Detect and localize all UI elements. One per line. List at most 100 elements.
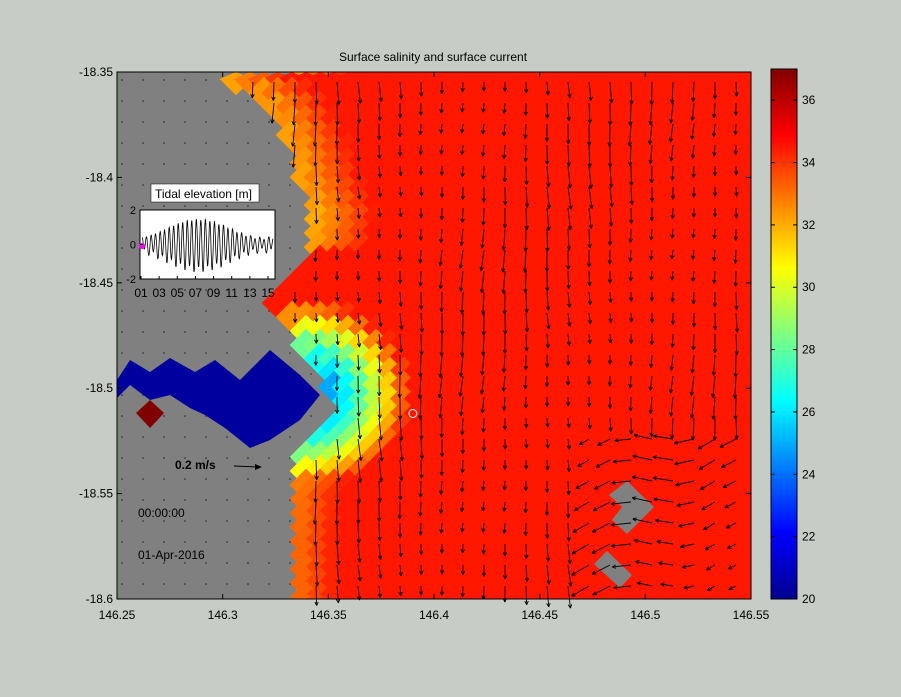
current-vector <box>692 333 695 351</box>
land-dot <box>121 184 123 186</box>
current-vector-head <box>568 537 571 542</box>
land-dot <box>142 205 144 207</box>
current-vector-head <box>271 96 274 101</box>
current-vector <box>650 270 653 281</box>
colorbar-tick-label: 22 <box>802 530 816 544</box>
current-vector-head <box>460 129 463 134</box>
current-vector-head <box>650 409 654 414</box>
current-vector <box>735 81 738 97</box>
current-vector-head <box>380 436 384 441</box>
current-vector-head <box>674 461 679 465</box>
land-dot <box>226 436 228 438</box>
current-vector-head <box>481 447 485 452</box>
current-vector-head <box>669 412 672 417</box>
current-vector-head <box>611 545 616 548</box>
current-vector-head <box>502 178 506 183</box>
current-vector-head <box>546 580 550 585</box>
current-vector-head <box>588 402 592 407</box>
current-vector-head <box>525 157 528 162</box>
land-dot <box>163 100 165 102</box>
current-vector-head <box>461 108 465 113</box>
land-dot <box>142 562 144 564</box>
current-vector-head <box>548 306 551 311</box>
current-vector-head <box>649 297 653 302</box>
current-vector <box>692 165 695 178</box>
current-vector-head <box>670 320 674 325</box>
current-vector <box>704 543 716 551</box>
current-vector-head <box>461 352 465 357</box>
current-vector-head <box>400 591 403 596</box>
current-vector-head <box>357 138 361 143</box>
current-vector-head <box>483 198 486 203</box>
current-vector-head <box>439 373 443 378</box>
land-dot <box>247 520 249 522</box>
current-vector-head <box>523 365 527 371</box>
current-vector <box>546 585 550 607</box>
current-vector-head <box>713 114 717 119</box>
current-vector-head <box>334 256 338 261</box>
current-vector-head <box>316 100 319 105</box>
current-vector <box>314 123 317 147</box>
current-vector <box>610 522 632 526</box>
current-vector-head <box>712 234 715 239</box>
current-vector-head <box>379 593 382 598</box>
current-vector-head <box>314 201 318 205</box>
current-vector-head <box>547 423 550 428</box>
current-vector-head <box>377 213 381 218</box>
current-vector-head <box>524 347 528 352</box>
current-vector <box>609 291 612 303</box>
current-vector-head <box>736 351 739 356</box>
current-vector <box>440 501 443 514</box>
current-vector-head <box>675 484 680 487</box>
land-dot <box>226 541 228 543</box>
land-dot <box>205 205 207 207</box>
current-vector <box>735 417 738 440</box>
current-vector-head <box>649 216 653 221</box>
current-vector-head <box>358 539 361 544</box>
current-vector-head <box>671 234 675 239</box>
current-vector-head <box>587 320 591 325</box>
current-vector <box>658 562 674 566</box>
land-dot <box>205 331 207 333</box>
current-vector-head <box>336 386 340 391</box>
land-dot <box>121 415 123 417</box>
current-vector-head <box>714 213 718 218</box>
current-vector-head <box>441 216 444 221</box>
land-dot <box>289 436 291 438</box>
current-vector-head <box>707 586 711 591</box>
current-vector <box>314 501 317 525</box>
current-vector-head <box>712 348 716 353</box>
current-vector-head <box>609 382 613 387</box>
current-vector <box>461 480 464 493</box>
current-vector <box>357 333 360 348</box>
land-dot <box>121 289 123 291</box>
current-vector <box>632 455 653 461</box>
current-vector-head <box>356 539 360 544</box>
land-dot <box>268 541 270 543</box>
land-dot <box>268 205 270 207</box>
current-vector <box>482 585 485 600</box>
current-vector <box>676 501 695 507</box>
current-vector-head <box>338 197 341 202</box>
current-vector-head <box>314 601 318 606</box>
current-vector-head <box>380 322 383 327</box>
current-vector-head <box>609 121 613 126</box>
current-vector <box>591 564 611 575</box>
current-vector-head <box>713 279 717 284</box>
current-vector-head <box>589 339 592 344</box>
current-vector-head <box>460 108 463 113</box>
current-vector <box>315 312 318 323</box>
current-vector-head <box>418 236 422 241</box>
current-vector <box>567 333 570 346</box>
current-vector-head <box>290 142 294 147</box>
current-vector-head <box>649 160 653 165</box>
current-vector-head <box>377 234 380 239</box>
current-vector-head <box>459 241 462 246</box>
current-vector-head <box>714 348 718 353</box>
current-vector-head <box>397 257 401 262</box>
current-vector-head <box>503 246 506 251</box>
current-vector <box>609 333 612 344</box>
current-vector-head <box>337 340 340 345</box>
current-vector-head <box>294 99 297 104</box>
land-dot <box>268 184 270 186</box>
